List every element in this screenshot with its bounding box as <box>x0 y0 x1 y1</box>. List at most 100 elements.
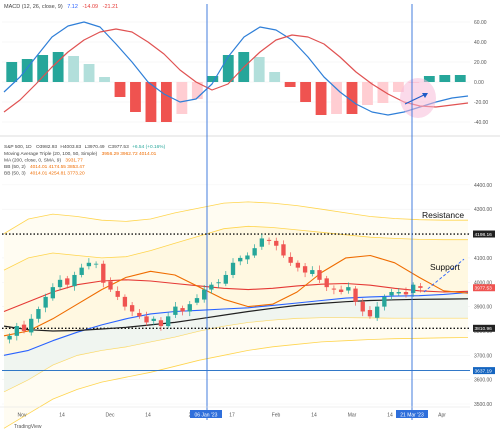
resistance-label: Resistance <box>422 210 464 220</box>
vertical-lines <box>206 4 413 420</box>
candle-body <box>65 278 70 285</box>
candle-body <box>151 318 156 321</box>
macd-tick-label: -40.00 <box>474 120 488 126</box>
candle-body <box>43 296 48 308</box>
macd-title: MACD (12, 26, close, 9) 7.12 -14.09 -21.… <box>4 4 118 10</box>
macd-trend-arrow <box>404 93 428 105</box>
candle-body <box>86 262 92 267</box>
price-tick-label: 4100.00 <box>474 256 492 262</box>
macd-histogram-bar <box>207 76 219 82</box>
price-tick-label: 4000.00 <box>474 280 492 286</box>
candle-body <box>108 281 113 290</box>
macd-histogram-bar <box>176 82 188 114</box>
legend-bb3-values: 4014.01 4254.81 3773.20 <box>30 171 85 177</box>
candle-body <box>310 270 315 274</box>
candle-body <box>338 289 344 292</box>
candle-body <box>50 287 56 299</box>
macd-histogram-bar <box>454 75 466 82</box>
macd-arrow-shaft <box>404 93 427 105</box>
candle-body <box>137 312 142 317</box>
candle-body <box>411 284 416 293</box>
candle-body <box>216 282 221 284</box>
bb3-upper-line <box>3 201 468 234</box>
time-axis-label: 14 <box>311 413 317 419</box>
candle-body <box>331 288 337 290</box>
candle-body <box>180 308 185 312</box>
macd-value-2: -14.09 <box>82 4 98 10</box>
macd-histogram-bar <box>362 82 373 105</box>
candle-body <box>374 306 380 318</box>
candle-body <box>418 286 423 288</box>
projection-line <box>423 258 465 293</box>
candle-body <box>72 274 77 287</box>
price-tick-label: 3900.00 <box>474 305 492 311</box>
price-title: S&P 500, 1D <box>4 144 32 150</box>
candle-body <box>173 306 178 315</box>
macd-tick-label: 60.00 <box>474 20 487 26</box>
candle-body <box>346 287 351 291</box>
candle-body <box>7 335 12 340</box>
candle-body <box>158 320 164 327</box>
candle-body <box>274 240 279 246</box>
candle-body <box>245 255 250 260</box>
macd-axis-ticks: 60.00 40.00 20.00 0.00 -20.00 -40.00 <box>474 20 488 126</box>
candle-body <box>209 284 214 290</box>
price-panel: 4400.004300.004200.004100.004000.003900.… <box>2 144 495 429</box>
candle-body <box>302 266 308 273</box>
macd-histogram <box>6 52 466 122</box>
macd-tick-label: 0.00 <box>474 80 484 86</box>
legend-bb3: BB (50, 3) 4014.01 4254.81 3773.20 <box>4 171 85 177</box>
candle-body <box>115 291 120 297</box>
macd-title-text: MACD (12, 26, close, 9) <box>4 4 63 10</box>
candle-body <box>259 238 265 247</box>
price-tick-label: 3600.00 <box>474 378 492 384</box>
bollinger-bands <box>3 201 469 429</box>
last-price-tag-bg <box>473 284 495 292</box>
macd-grid <box>2 21 470 123</box>
hline-price-tag-bg <box>473 367 495 375</box>
candle-body <box>57 279 63 288</box>
time-axis-label: Apr <box>438 413 446 419</box>
candle-body <box>101 263 106 283</box>
price-tags: 4198.16 3977.53 3810.96 3637.19 <box>473 230 495 375</box>
candle-body <box>230 262 236 275</box>
candle-body <box>324 278 329 288</box>
macd-histogram-bar <box>423 76 435 82</box>
legend-bb3-label: BB (50, 3) <box>4 171 26 177</box>
time-axis-label: 14 <box>59 413 65 419</box>
candle-body <box>266 239 272 241</box>
candle-body <box>281 244 286 256</box>
price-title-line: S&P 500, 1D O3982.93 H4003.83 L3970.49 C… <box>4 144 166 150</box>
time-axis-label: 14 <box>145 413 151 419</box>
candle-body <box>360 301 365 312</box>
ma-triple-line-2 <box>3 291 469 356</box>
macd-histogram-bar <box>253 57 265 82</box>
candle-body <box>194 298 200 303</box>
projection-line <box>423 258 465 293</box>
candle-body <box>202 289 207 300</box>
resistance-price-tag: 4198.16 <box>475 232 493 238</box>
candle-body <box>317 270 322 280</box>
last-price-tag: 3977.53 <box>475 286 493 292</box>
macd-histogram-bar <box>300 82 312 102</box>
macd-lines <box>3 21 469 116</box>
macd-tick-label: 40.00 <box>474 40 487 46</box>
candle-body <box>396 292 401 294</box>
macd-histogram-bar <box>99 77 110 82</box>
macd-histogram-bar <box>439 75 451 82</box>
legend-bb2: BB (50, 2) 4014.01 4174.55 3853.47 <box>4 164 85 170</box>
ohlc-close: C3977.53 <box>108 144 129 150</box>
ohlc-change: +6.54 (+0.16%) <box>132 144 165 150</box>
bb2-upper-line <box>3 225 468 271</box>
candle-body <box>29 318 34 333</box>
legend-ma200-values: 3931.77 <box>65 158 83 164</box>
macd-histogram-bar <box>346 82 358 114</box>
price-tick-label: 3700.00 <box>474 353 492 359</box>
macd-histogram-bar <box>284 82 296 87</box>
ma200-line <box>3 298 469 332</box>
candle-body <box>144 316 149 323</box>
macd-line <box>3 21 469 116</box>
ma-triple-line-1 <box>3 279 469 313</box>
moving-averages <box>3 254 469 356</box>
